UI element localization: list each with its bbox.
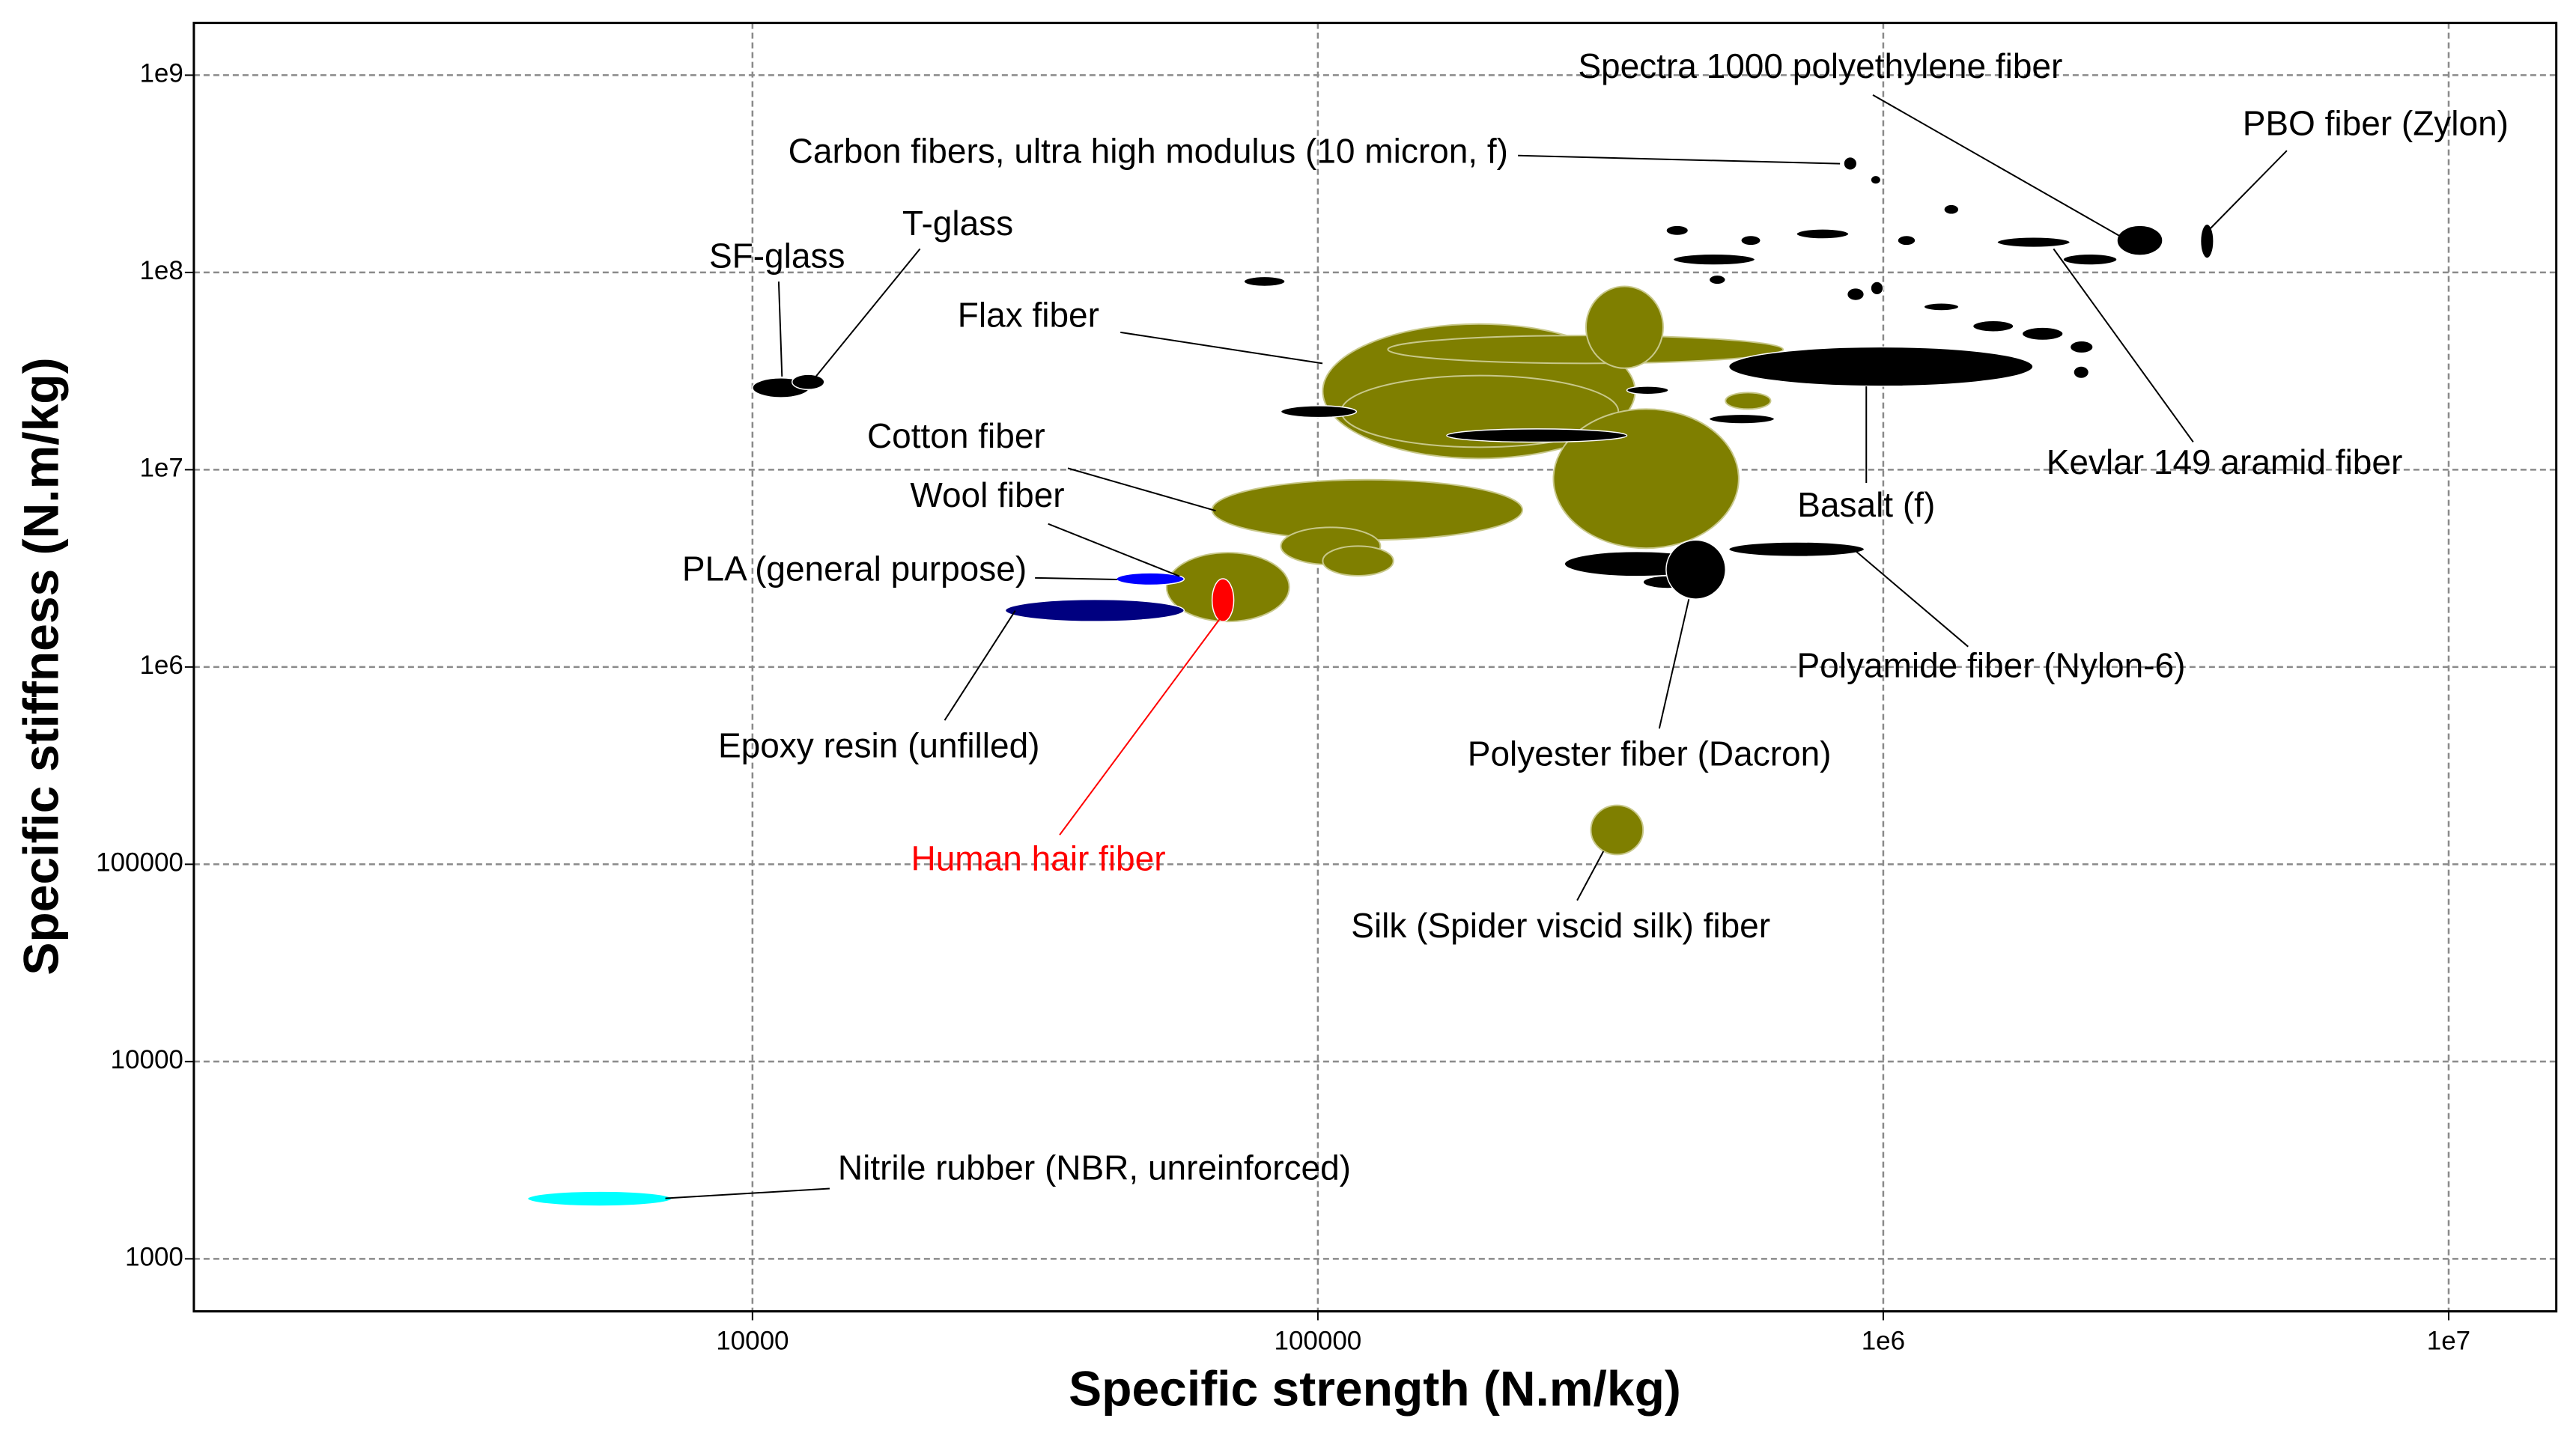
annotations: Cotton fiber Flax fiber Silk (Spider visci… (665, 46, 2509, 1199)
material-ellipse (1387, 335, 1784, 365)
material-ellipse (1322, 545, 1394, 577)
y-tick-label: 10000 (111, 1045, 183, 1074)
material-ellipse (1943, 204, 1960, 216)
material-ellipse (1725, 392, 1772, 410)
material-ellipse (1708, 413, 1775, 425)
y-tick-label: 100000 (96, 848, 183, 877)
leader-line (1059, 615, 1224, 836)
leader-line (812, 248, 921, 380)
material-ellipse (1590, 804, 1644, 856)
material-ellipse (1672, 253, 1756, 266)
material-ellipse (2073, 365, 2090, 380)
x-tick-label: 1e7 (2427, 1327, 2470, 1356)
material-label: Basalt (f) (1797, 485, 1935, 524)
y-tick-label: 1e8 (139, 256, 183, 285)
x-tick-label: 100000 (1274, 1327, 1361, 1356)
material-ellipse (1846, 287, 1865, 302)
leader-line (1576, 851, 1605, 901)
material-ellipse (1243, 276, 1286, 288)
material-ellipse (1870, 174, 1882, 185)
material-ellipse (526, 1190, 672, 1207)
material-ellipse (791, 374, 825, 391)
leader-line (1872, 94, 2120, 237)
material-label: Flax fiber (958, 295, 1099, 334)
x-tick-label: 10000 (716, 1327, 789, 1356)
material-ellipse (1728, 346, 2034, 387)
material-ellipse (1923, 302, 1960, 311)
material-ellipse (2199, 223, 2214, 259)
material-label: PBO fiber (Zylon) (2243, 104, 2509, 143)
leader-line (2209, 150, 2288, 230)
material-label: Polyamide fiber (Nylon-6) (1796, 645, 2185, 684)
material-ellipse (1897, 234, 1916, 246)
leader-line (1120, 331, 1323, 365)
material-label: SF-glass (709, 237, 845, 276)
material-ellipse (1552, 408, 1740, 550)
y-tick-label: 1000 (125, 1243, 183, 1272)
material-label: Epoxy resin (unfilled) (718, 725, 1040, 764)
material-label: Spectra 1000 polyethylene fiber (1578, 46, 2062, 85)
y-tick-label: 1e9 (139, 59, 183, 88)
leader-line (1067, 467, 1216, 512)
leader-line (2053, 248, 2194, 442)
material-ellipse (1972, 320, 2014, 332)
marks (526, 156, 2214, 1207)
y-tick-label: 1e7 (139, 454, 183, 483)
material-label: Silk (Spider viscid silk) fiber (1351, 906, 1770, 945)
material-ellipse (1280, 405, 1358, 419)
material-ellipse (2021, 326, 2064, 341)
material-label: Human hair fiber (911, 839, 1166, 877)
material-ellipse (2116, 225, 2163, 256)
material-label: Nitrile rubber (NBR, unreinforced) (838, 1149, 1351, 1187)
leader-line (1658, 599, 1690, 729)
plot-frame (192, 22, 2558, 1312)
material-label: T-glass (902, 204, 1013, 243)
material-ellipse (1211, 578, 1235, 622)
material-label: Wool fiber (910, 475, 1064, 514)
material-label: PLA (general purpose) (682, 549, 1027, 588)
material-label: Cotton fiber (867, 416, 1045, 455)
grid (193, 22, 2557, 1312)
leader-line (1518, 154, 1841, 165)
material-ellipse (1626, 386, 1669, 395)
material-ellipse (2062, 253, 2118, 266)
y-axis-title: Specific stiffness (N.m/kg) (13, 357, 68, 975)
material-ellipse (1996, 236, 2071, 249)
material-ellipse (1665, 539, 1727, 600)
leader-line (1035, 576, 1117, 581)
x-tick-label: 1e6 (1862, 1327, 1905, 1356)
material-ellipse (2069, 340, 2094, 354)
material-ellipse (1870, 281, 1884, 296)
x-axis-title: Specific strength (N.m/kg) (1069, 1360, 1681, 1416)
material-ellipse (1740, 234, 1761, 246)
leader-line (1048, 523, 1180, 577)
leader-line (944, 610, 1016, 721)
material-ellipse (1585, 285, 1664, 369)
material-ellipse (1708, 274, 1727, 285)
material-label: Polyester fiber (Dacron) (1468, 734, 1832, 773)
material-ellipse (1446, 428, 1628, 443)
material-label: Carbon fibers, ultra high modulus (10 mi… (789, 132, 1508, 171)
leader-line (777, 282, 783, 377)
material-ellipse (1211, 478, 1524, 541)
y-tick-label: 1e6 (139, 651, 183, 680)
material-ellipse (1843, 156, 1858, 171)
material-ellipse (1728, 541, 1865, 558)
material-label: Kevlar 149 aramid fiber (2047, 442, 2403, 481)
material-ellipse (1004, 598, 1185, 622)
material-ellipse (1796, 228, 1850, 240)
axes: 10000 100000 1e6 1e7 1000 10000 100000 1e6 1e7 1e… (96, 22, 2558, 1356)
leader-line (1856, 551, 1969, 648)
material-ellipse (1665, 225, 1689, 237)
leader-line (665, 1187, 830, 1199)
